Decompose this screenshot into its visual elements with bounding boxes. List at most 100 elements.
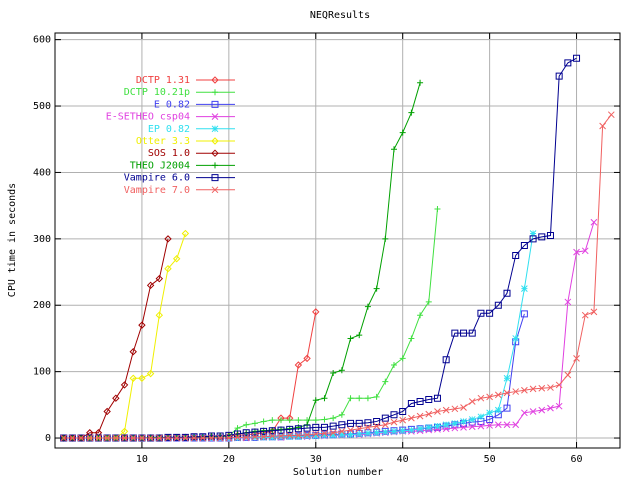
point-marker — [494, 301, 502, 309]
point-marker — [477, 422, 485, 430]
point-marker — [77, 434, 85, 442]
point-marker — [155, 434, 163, 442]
point-marker — [286, 433, 294, 441]
point-marker — [294, 425, 302, 433]
point-marker — [295, 417, 302, 424]
plot-frame — [54, 32, 621, 449]
point-marker — [190, 434, 198, 442]
point-marker — [373, 422, 380, 430]
point-marker — [321, 395, 328, 402]
point-marker — [347, 431, 354, 439]
point-marker — [381, 428, 389, 436]
legend-label: E 0.82 — [154, 99, 190, 110]
point-marker — [329, 422, 337, 430]
legend-label: THEO J2004 — [130, 160, 190, 171]
x-tick-label: 10 — [136, 454, 148, 465]
point-marker — [312, 417, 319, 424]
point-marker — [390, 418, 398, 426]
y-tick-label: 200 — [33, 300, 51, 311]
point-marker — [211, 113, 219, 120]
point-marker — [399, 427, 407, 435]
point-marker — [338, 367, 345, 374]
point-marker — [538, 384, 546, 392]
y-tick-label: 400 — [33, 167, 51, 178]
point-marker — [294, 361, 303, 369]
chart-title: NEQResults — [310, 10, 370, 21]
point-marker — [417, 79, 424, 86]
point-marker — [425, 424, 433, 431]
point-marker — [538, 233, 546, 241]
point-marker — [581, 311, 589, 319]
point-marker — [112, 434, 120, 442]
point-marker — [477, 413, 485, 421]
y-tick-label: 0 — [45, 433, 51, 444]
point-marker — [581, 247, 589, 255]
point-marker — [460, 418, 467, 425]
point-marker — [211, 125, 219, 133]
point-marker — [164, 265, 172, 273]
point-marker — [364, 303, 371, 310]
point-marker — [112, 394, 120, 402]
point-marker — [321, 430, 328, 437]
point-marker — [564, 371, 572, 379]
point-marker — [547, 384, 554, 391]
point-marker — [155, 274, 164, 283]
point-marker — [408, 414, 415, 422]
point-marker — [355, 430, 363, 438]
point-marker — [347, 426, 354, 434]
point-marker — [494, 391, 502, 399]
point-marker — [555, 72, 563, 80]
point-marker — [155, 434, 163, 442]
point-marker — [382, 378, 389, 385]
point-marker — [251, 428, 259, 436]
point-marker — [207, 432, 215, 440]
point-marker — [129, 348, 137, 356]
point-marker — [268, 434, 276, 441]
point-marker — [416, 398, 424, 406]
point-marker — [268, 432, 276, 440]
point-marker — [347, 419, 355, 427]
point-marker — [391, 146, 397, 153]
point-marker — [216, 432, 224, 440]
point-marker — [164, 434, 172, 442]
point-marker — [599, 122, 606, 130]
point-marker — [242, 429, 250, 437]
point-marker — [434, 205, 441, 212]
point-marker — [172, 255, 181, 263]
point-marker — [212, 89, 218, 96]
point-marker — [129, 434, 137, 442]
point-marker — [573, 248, 580, 256]
point-marker — [477, 309, 485, 317]
point-marker — [321, 416, 328, 423]
point-marker — [468, 416, 476, 423]
point-marker — [590, 308, 598, 316]
point-marker — [538, 406, 546, 414]
point-marker — [312, 432, 320, 440]
point-marker — [408, 335, 415, 342]
point-marker — [364, 395, 371, 402]
point-marker — [425, 298, 432, 305]
legend-label: Vampire 6.0 — [124, 173, 190, 184]
y-axis-label: CPU time in seconds — [7, 183, 18, 297]
point-marker — [486, 409, 493, 417]
point-marker — [460, 424, 467, 431]
x-tick-label: 20 — [223, 454, 235, 465]
point-marker — [321, 432, 328, 439]
point-marker — [138, 321, 146, 329]
point-marker — [138, 434, 146, 442]
point-marker — [355, 425, 363, 433]
point-marker — [338, 421, 346, 429]
x-tick-label: 50 — [484, 454, 496, 465]
point-marker — [425, 396, 433, 404]
point-marker — [382, 235, 389, 242]
point-marker — [155, 311, 164, 319]
point-marker — [564, 298, 572, 306]
point-marker — [338, 428, 346, 435]
point-marker — [211, 100, 219, 108]
point-marker — [278, 417, 284, 424]
y-tick-label: 600 — [33, 35, 51, 46]
point-marker — [399, 355, 406, 362]
point-marker — [212, 162, 218, 169]
point-marker — [503, 389, 511, 397]
